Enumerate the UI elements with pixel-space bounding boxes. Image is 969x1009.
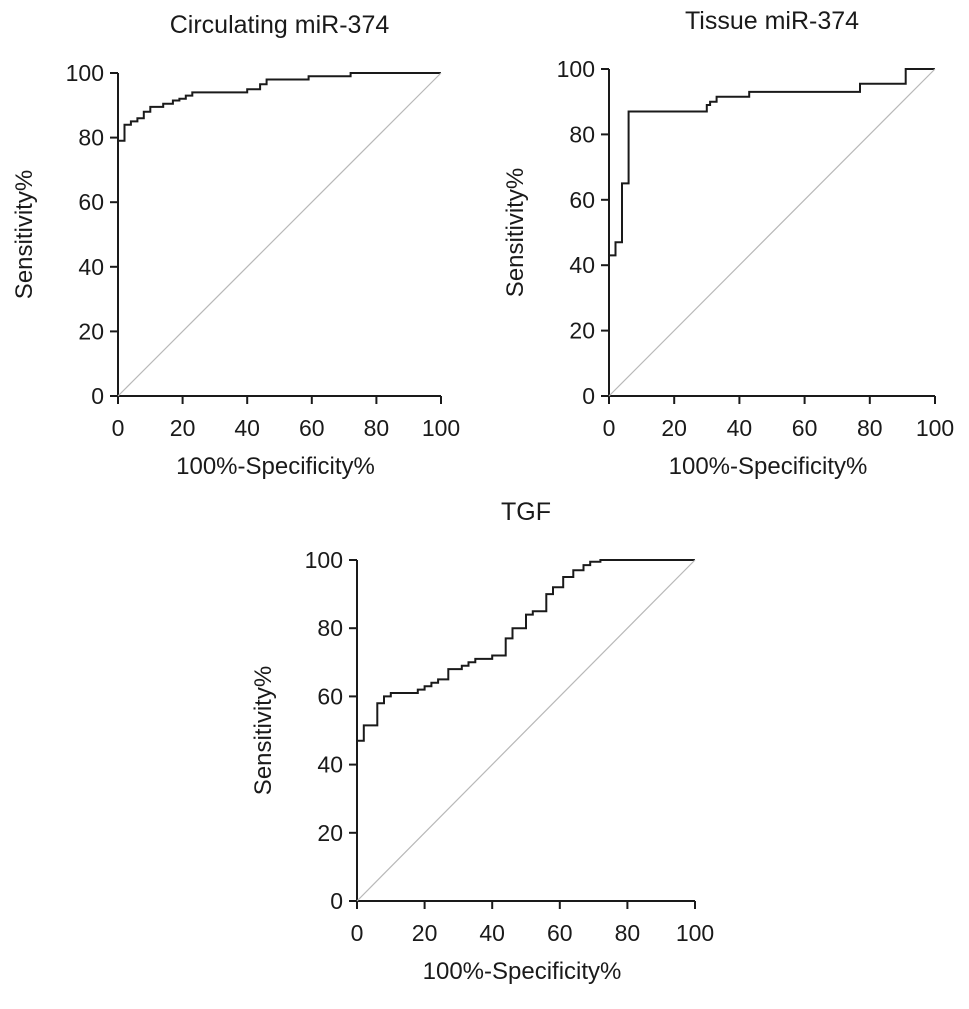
y-tick-label: 60	[317, 683, 343, 709]
chart-title: Tissue miR-374	[685, 7, 859, 35]
y-tick-label: 20	[569, 318, 595, 344]
reference-diagonal-line	[608, 68, 936, 397]
y-axis-label: Sensitivity%	[11, 170, 38, 299]
x-tick-label: 80	[857, 415, 883, 441]
y-tick-label: 60	[78, 189, 104, 215]
x-tick-label: 40	[234, 415, 260, 441]
y-tick-label: 20	[78, 318, 104, 344]
chart-title: Circulating miR-374	[170, 11, 390, 39]
x-tick-label: 60	[792, 415, 818, 441]
chart-tissue-mir-374: Tissue miR-374 100%-Specificity% Sensiti…	[502, 7, 954, 480]
x-tick-label: 20	[412, 920, 438, 946]
y-tick-label: 20	[317, 820, 343, 846]
x-axis-label: 100%-Specificity%	[669, 453, 868, 480]
y-tick-label: 40	[569, 252, 595, 278]
x-tick-label: 20	[170, 415, 196, 441]
chart-tgf: TGF 100%-Specificity% Sensitivity% 0 20 40…	[250, 498, 714, 985]
y-tick-label: 40	[317, 752, 343, 778]
y-tick-label: 80	[569, 121, 595, 147]
chart-title: TGF	[501, 498, 551, 526]
roc-curve-line	[117, 72, 441, 396]
reference-diagonal-line	[356, 559, 696, 902]
x-tick-label: 80	[615, 920, 641, 946]
y-tick-label: 0	[330, 888, 343, 914]
y-tick-label: 100	[66, 60, 104, 86]
y-axis-label: Sensitivity%	[502, 168, 529, 297]
x-tick-label: 100	[676, 920, 714, 946]
y-axis-label: Sensitivity%	[250, 666, 277, 795]
x-tick-label: 100	[916, 415, 954, 441]
x-tick-label: 100	[422, 415, 460, 441]
x-tick-label: 0	[112, 415, 125, 441]
x-axis-label: 100%-Specificity%	[423, 958, 622, 985]
roc-curve-line	[356, 559, 695, 901]
y-tick-label: 0	[91, 383, 104, 409]
y-tick-label: 40	[78, 254, 104, 280]
y-tick-label: 60	[569, 187, 595, 213]
x-tick-label: 60	[547, 920, 573, 946]
y-tick-label: 80	[317, 615, 343, 641]
x-axis-label: 100%-Specificity%	[176, 453, 375, 480]
x-tick-label: 40	[727, 415, 753, 441]
x-tick-label: 0	[603, 415, 616, 441]
x-tick-label: 0	[351, 920, 364, 946]
x-tick-label: 40	[479, 920, 505, 946]
y-tick-label: 100	[305, 547, 343, 573]
chart-circulating-mir-374: Circulating miR-374 100%-Specificity% Se…	[11, 11, 460, 480]
x-tick-label: 60	[299, 415, 325, 441]
roc-curve-line	[608, 68, 935, 396]
y-tick-label: 80	[78, 125, 104, 151]
x-tick-label: 80	[364, 415, 390, 441]
y-tick-label: 0	[582, 383, 595, 409]
y-tick-label: 100	[557, 56, 595, 82]
x-tick-label: 20	[661, 415, 687, 441]
reference-diagonal-line	[117, 72, 442, 397]
